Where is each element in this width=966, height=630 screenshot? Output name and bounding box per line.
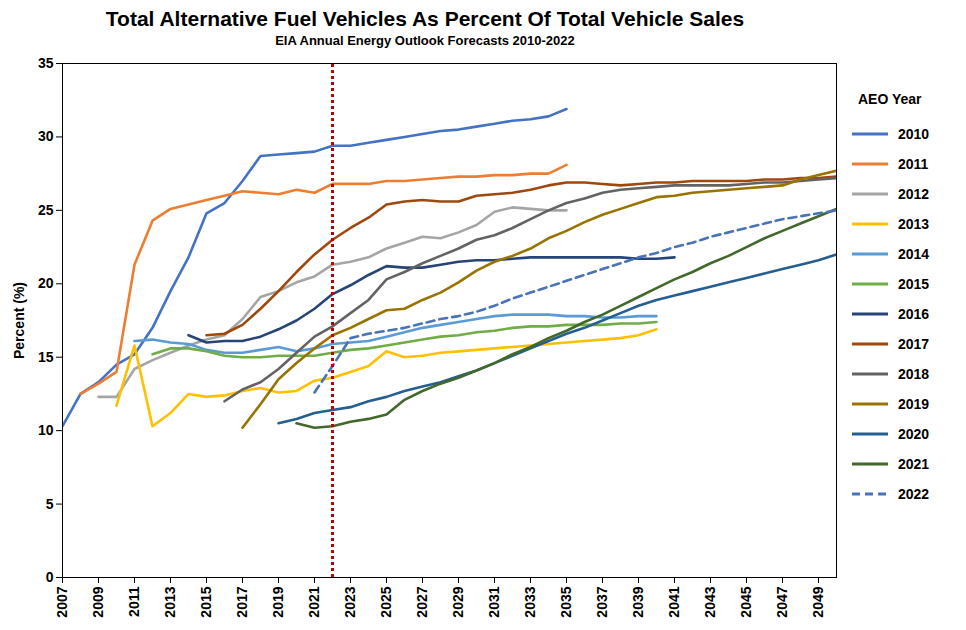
html-text:2011: 2011 — [898, 156, 929, 172]
svg-text:2025: 2025 — [378, 586, 394, 617]
svg-text:2009: 2009 — [90, 586, 106, 617]
svg-text:2015: 2015 — [198, 586, 214, 617]
html-text:2021: 2021 — [898, 456, 930, 472]
svg-text:5: 5 — [46, 496, 54, 512]
svg-text:2019: 2019 — [270, 586, 286, 617]
svg-text:2021: 2021 — [306, 586, 322, 617]
html-text:AEO Year: AEO Year — [858, 91, 922, 107]
html-text:2022: 2022 — [898, 486, 930, 502]
svg-text:2013: 2013 — [162, 586, 178, 617]
html-text:2012: 2012 — [898, 186, 930, 202]
html-text:2010: 2010 — [898, 126, 930, 142]
svg-text:2049: 2049 — [810, 586, 826, 617]
svg-text:2037: 2037 — [594, 586, 610, 617]
svg-text:15: 15 — [38, 349, 54, 365]
html-text:2014: 2014 — [898, 246, 930, 262]
svg-text:2039: 2039 — [630, 586, 646, 617]
html-text:Total Alternative Fuel Vehicle: Total Alternative Fuel Vehicles As Perce… — [105, 7, 745, 30]
svg-text:2035: 2035 — [558, 586, 574, 617]
html-text:2013: 2013 — [898, 216, 930, 232]
svg-text:2031: 2031 — [486, 586, 502, 617]
svg-text:2045: 2045 — [738, 586, 754, 617]
svg-text:2033: 2033 — [522, 586, 538, 617]
svg-text:2043: 2043 — [702, 586, 718, 617]
svg-text:2023: 2023 — [342, 586, 358, 617]
svg-text:2029: 2029 — [450, 586, 466, 617]
svg-text:25: 25 — [38, 202, 54, 218]
svg-text:0: 0 — [46, 569, 54, 585]
svg-text:2017: 2017 — [234, 586, 250, 617]
svg-text:30: 30 — [38, 128, 54, 144]
html-text:2019: 2019 — [898, 396, 930, 412]
html-text:2020: 2020 — [898, 426, 930, 442]
svg-text:2011: 2011 — [126, 586, 142, 617]
svg-text:Percent (%): Percent (%) — [11, 282, 27, 359]
svg-text:2041: 2041 — [666, 586, 682, 617]
svg-text:2027: 2027 — [414, 586, 430, 617]
html-text:2015: 2015 — [898, 276, 930, 292]
svg-text:20: 20 — [38, 275, 54, 291]
svg-text:10: 10 — [38, 422, 54, 438]
svg-text:2047: 2047 — [774, 586, 790, 617]
svg-text:35: 35 — [38, 55, 54, 71]
html-text:2017: 2017 — [898, 336, 930, 352]
svg-text:2007: 2007 — [54, 586, 70, 617]
html-text:2016: 2016 — [898, 306, 930, 322]
html-text:2018: 2018 — [898, 366, 930, 382]
html-text:EIA Annual Energy Outlook Fore: EIA Annual Energy Outlook Forecasts 2010… — [275, 33, 575, 48]
